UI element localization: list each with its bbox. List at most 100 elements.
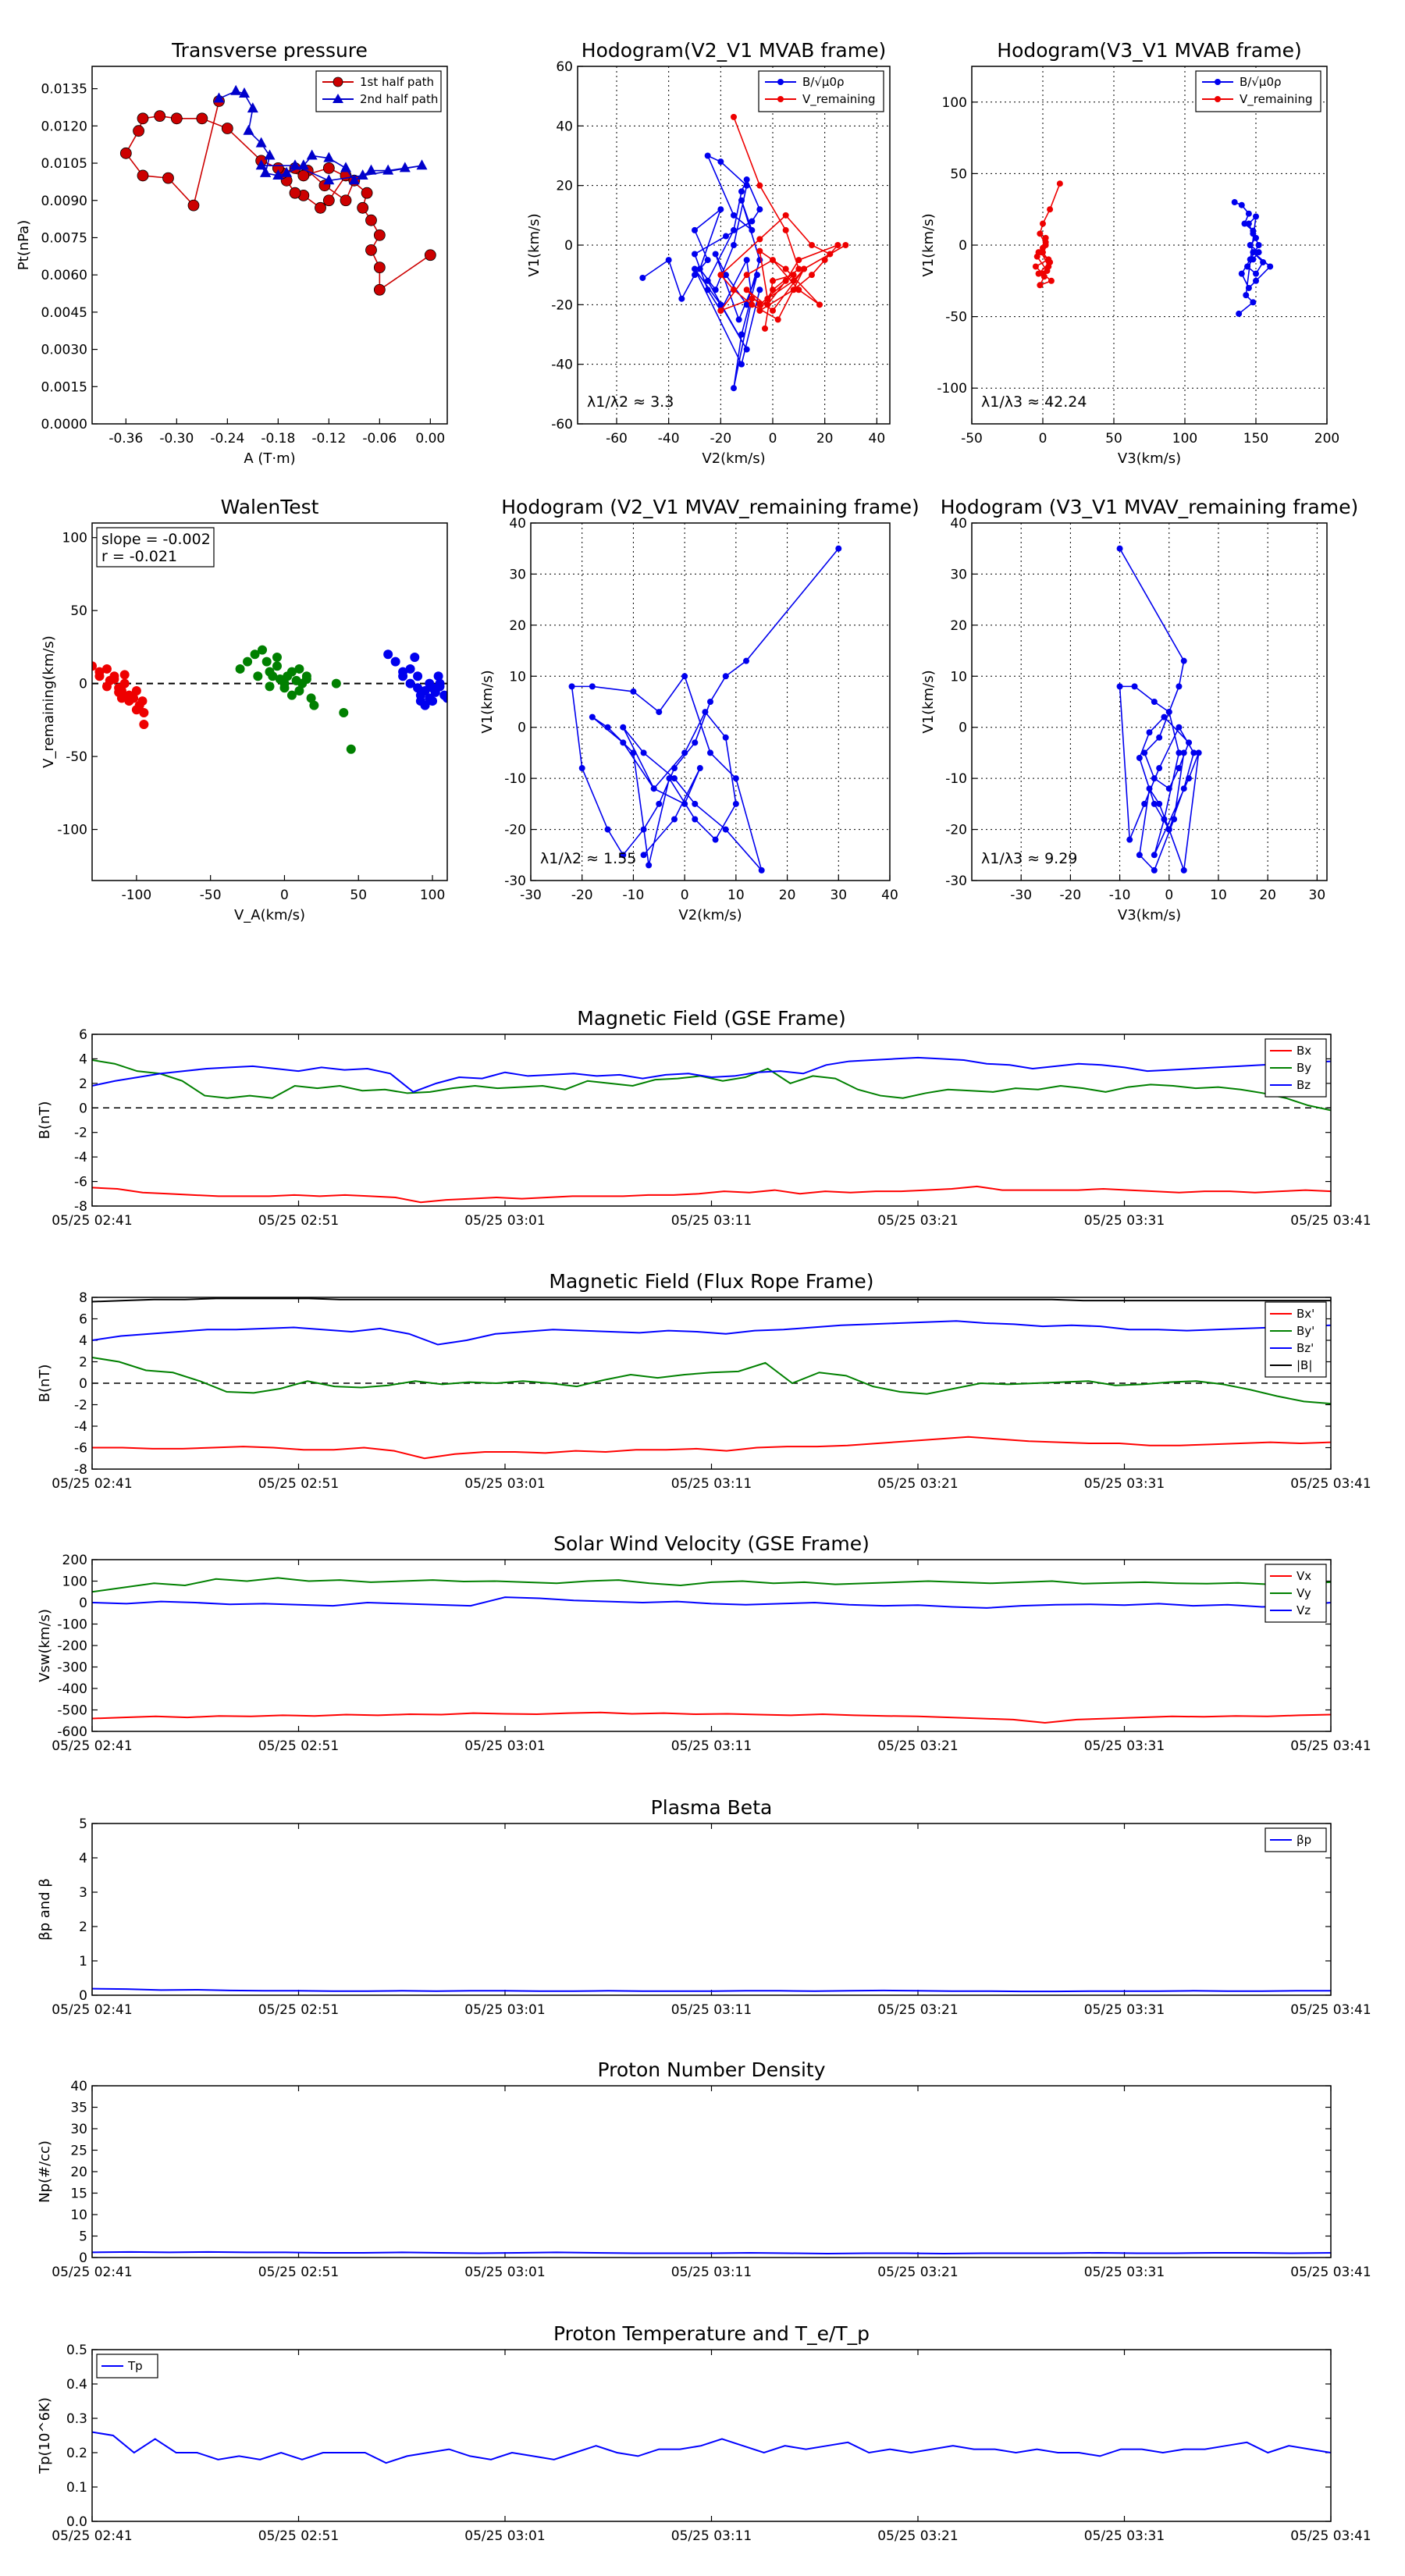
h21r-series-0-point [589, 683, 596, 690]
beta-x-tick-label: 05/25 03:21 [877, 2002, 958, 2018]
h31r-x-tick-label: 10 [1210, 888, 1227, 903]
tp-y-axis-label: Pt(nPa) [16, 220, 32, 270]
h21-x-tick-label: 20 [816, 431, 834, 447]
bfr-y-tick-label: 6 [79, 1312, 87, 1328]
h31-series-0-point [1250, 230, 1257, 237]
tp-legend-marker [333, 94, 343, 103]
h31r-series-0-point [1180, 785, 1187, 792]
beta-legend: βp [1264, 1827, 1327, 1852]
bfr-y-tick-label: -4 [74, 1419, 87, 1435]
tp-series-0-point [196, 112, 208, 125]
bfr-legend-label: By' [1297, 1324, 1314, 1338]
np-y-tick-label: 5 [79, 2229, 87, 2245]
h21r-series-0-point [702, 709, 709, 716]
bgse-legend: Bx By Bz [1264, 1038, 1327, 1098]
bfr-y-tick-label: 0 [79, 1376, 87, 1392]
h21-series-1-point [834, 242, 841, 248]
tp-x-tick-label: -0.18 [261, 431, 295, 447]
beta-y-tick-label: 1 [79, 1954, 87, 1969]
h21r-y-tick-label: 10 [509, 669, 526, 685]
tp-series-1-point [323, 151, 335, 162]
h21-series-0-point [665, 257, 672, 264]
tp-series-0-point [322, 162, 335, 174]
h21-x-tick-label: -20 [710, 431, 731, 447]
h31-series-0-point [1236, 310, 1243, 317]
tp-y-tick-label: 0.0060 [41, 268, 87, 283]
bgse-x-tick-label: 05/25 03:11 [671, 1213, 752, 1229]
h21-series-1-point [764, 295, 771, 302]
vsw-series-1-line [92, 1577, 1331, 1593]
bgse-plot-area [92, 1056, 1331, 1204]
beta-x-tick-label: 05/25 03:41 [1290, 2002, 1371, 2018]
tp-series-1-point [243, 124, 254, 135]
h21r-plot-area [568, 545, 842, 873]
h31r-y-tick-label: 20 [950, 618, 967, 634]
h31r-x-tick-label: -10 [1109, 888, 1131, 903]
vsw-x-tick-label: 05/25 03:41 [1290, 1738, 1371, 1754]
walen-series-0-point [101, 664, 112, 674]
tpr-x-tick-label: 05/25 03:01 [464, 2528, 545, 2544]
h31r-series-0-point [1136, 852, 1143, 859]
h21-series-1-point [764, 301, 771, 308]
bgse-y-tick-label: 4 [79, 1051, 87, 1067]
bfr-legend-label: Bx' [1297, 1307, 1314, 1321]
h31-series-0-point [1243, 292, 1250, 299]
bfr-chart-title: Magnetic Field (Flux Rope Frame) [549, 1270, 873, 1293]
bgse-legend-label: Bz [1297, 1078, 1311, 1092]
h31r-x-tick-label: 30 [1309, 888, 1326, 903]
walen-x-tick-label: 100 [420, 888, 445, 903]
vsw-legend: Vx Vy Vz [1264, 1564, 1327, 1623]
walen-stats-line: r = -0.021 [101, 548, 177, 565]
tpr-y-tick-label: 0.1 [66, 2480, 87, 2496]
tp-series-1-point [255, 159, 267, 170]
tp-series-1-point [382, 164, 394, 175]
walen-series-2-point [415, 696, 425, 706]
h21-series-1-point [795, 257, 802, 264]
walen-y-tick-label: 100 [62, 531, 87, 546]
h31-x-tick-label: 150 [1243, 431, 1268, 447]
bgse-y-axis-label: B(nT) [37, 1101, 53, 1140]
h21-series-0-point [696, 265, 703, 272]
h21-series-1-point [749, 301, 756, 308]
h21-x-tick-label: 40 [869, 431, 886, 447]
h21-series-1-point [743, 272, 750, 279]
h31r-x-tick-label: 20 [1259, 888, 1276, 903]
h21r-series-0-point [671, 816, 678, 823]
tp-series-0-point [187, 199, 200, 212]
bfr-series-1-line [92, 1357, 1331, 1405]
bfr-y-tick-label: 8 [79, 1290, 87, 1306]
h21-series-0-point [731, 212, 737, 219]
h21r-y-axis-label: V1(km/s) [479, 670, 496, 733]
tp-series-0-point [365, 214, 377, 226]
h21r-series-0-point [692, 800, 699, 807]
np-x-tick-label: 05/25 03:11 [671, 2265, 752, 2280]
h21-series-0-point [723, 233, 729, 240]
h31r-series-0-point [1146, 729, 1153, 736]
tp-series-1-point [357, 169, 368, 180]
h21-series-1-point [756, 182, 763, 189]
walen-series-2-point [410, 652, 420, 662]
h21-series-0-point [731, 242, 737, 248]
h21-series-1-point [827, 251, 834, 258]
h21-series-0-point [735, 316, 742, 323]
h21r-series-0-point [681, 800, 688, 807]
tp-series-0-point [133, 125, 144, 137]
h31-x-tick-label: 0 [1039, 431, 1048, 447]
h21r-series-0-point [712, 836, 719, 843]
walen-series-1-point [279, 683, 290, 693]
walen-series-0-point [137, 696, 148, 706]
h31-legend-marker [1215, 79, 1221, 85]
h21-series-0-point [717, 158, 724, 165]
tp-y-tick-label: 0.0120 [41, 119, 87, 134]
h21r-series-0-point [671, 775, 678, 782]
walen-series-1-point [346, 744, 356, 754]
h21r-series-0-point [681, 749, 688, 756]
h31r-series-0-point [1151, 699, 1158, 705]
h21-series-1-point [790, 286, 797, 294]
h21-series-1-point [731, 113, 737, 120]
h21-series-0-point [692, 251, 698, 258]
tpr-legend: Tp [96, 2354, 158, 2379]
h21-series-0-point [738, 197, 745, 204]
walen-series-0-point [119, 678, 130, 688]
h31-series-1-point [1047, 206, 1054, 213]
